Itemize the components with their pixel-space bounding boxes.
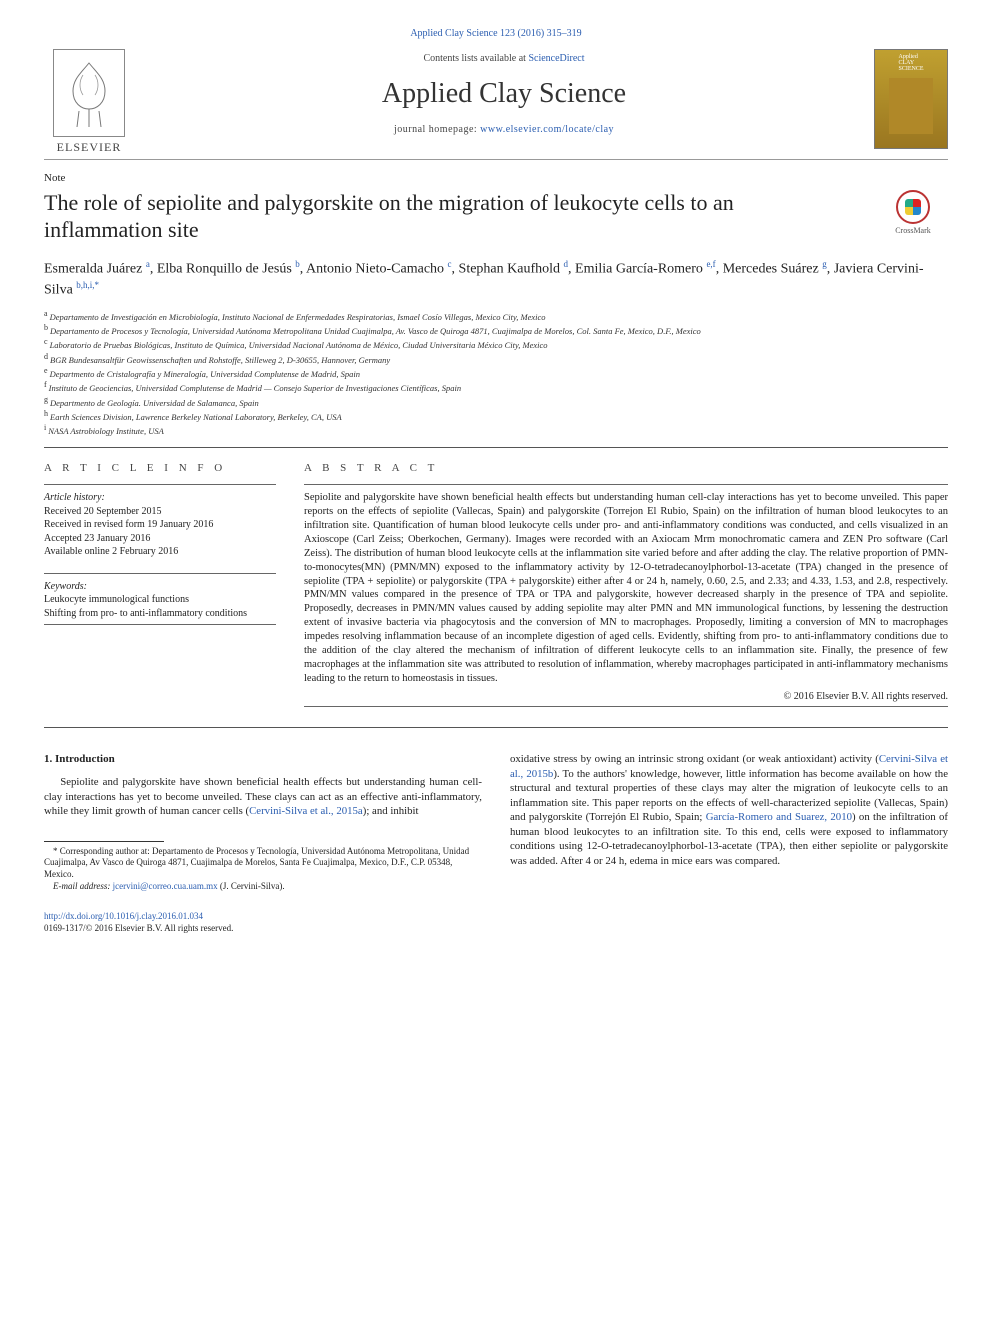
abstract-text: Sepiolite and palygorskite have shown be… — [304, 491, 948, 685]
corresponding-author-footnote: * Corresponding author at: Departamento … — [44, 846, 482, 893]
body-col2-paragraph: oxidative stress by owing an intrinsic s… — [510, 752, 948, 868]
article-body: 1. Introduction Sepiolite and palygorski… — [44, 752, 948, 934]
elsevier-logo: ELSEVIER — [44, 49, 134, 155]
doi-block: http://dx.doi.org/10.1016/j.clay.2016.01… — [44, 910, 482, 934]
affiliation: dBGR Bundesansaltfür Geowissenschaften u… — [44, 352, 948, 366]
citation-link[interactable]: García-Romero and Suarez, 2010 — [706, 811, 852, 823]
journal-header: ELSEVIER Contents lists available at Sci… — [44, 49, 948, 160]
divider — [44, 573, 276, 574]
title-row: The role of sepiolite and palygorskite o… — [44, 184, 948, 244]
section-heading-intro: 1. Introduction — [44, 752, 482, 767]
divider — [304, 484, 948, 485]
divider — [44, 447, 948, 448]
keyword: Shifting from pro- to anti-inflammatory … — [44, 607, 276, 621]
header-citation: Applied Clay Science 123 (2016) 315–319 — [44, 28, 948, 39]
abstract-heading: A B S T R A C T — [304, 462, 948, 474]
corr-email-line: E-mail address: jcervini@correo.cua.uam.… — [44, 881, 482, 893]
doi-link[interactable]: http://dx.doi.org/10.1016/j.clay.2016.01… — [44, 911, 203, 921]
crossmark-label: CrossMark — [895, 226, 931, 235]
journal-homepage-link[interactable]: www.elsevier.com/locate/clay — [480, 124, 614, 135]
article-title: The role of sepiolite and palygorskite o… — [44, 190, 784, 244]
intro-paragraph: Sepiolite and palygorskite have shown be… — [44, 775, 482, 818]
citation-link[interactable]: Cervini-Silva et al., 2015a — [249, 805, 363, 817]
crossmark-icon — [896, 190, 930, 224]
divider — [304, 706, 948, 707]
journal-cover-thumb: AppliedCLAYSCIENCE — [874, 49, 948, 149]
info-abstract-row: A R T I C L E I N F O Article history: R… — [44, 462, 948, 713]
affiliation: aDepartamento de Investigación en Microb… — [44, 309, 948, 323]
affiliation: fInstituto de Geociencias, Universidad C… — [44, 380, 948, 394]
article-history: Article history: Received 20 September 2… — [44, 491, 276, 559]
email-label: E-mail address: — [53, 881, 113, 891]
keyword: Leukocyte immunological functions — [44, 593, 276, 607]
cover-thumb-caption: AppliedCLAYSCIENCE — [898, 54, 923, 72]
keywords-heading: Keywords: — [44, 580, 276, 594]
author-list: Esmeralda Juárez a, Elba Ronquillo de Je… — [44, 258, 948, 301]
corr-author-text: * Corresponding author at: Departamento … — [44, 846, 482, 881]
affiliation: bDepartamento de Procesos y Tecnología, … — [44, 323, 948, 337]
affiliation: gDepartmento de Geología. Universidad de… — [44, 395, 948, 409]
sciencedirect-link[interactable]: ScienceDirect — [528, 53, 584, 64]
corr-email-link[interactable]: jcervini@correo.cua.uam.mx — [113, 881, 218, 891]
crossmark-badge[interactable]: CrossMark — [878, 190, 948, 235]
article-info-heading: A R T I C L E I N F O — [44, 462, 276, 474]
divider — [44, 484, 276, 485]
keywords-block: Keywords: Leukocyte immunological functi… — [44, 580, 276, 621]
divider — [44, 624, 276, 625]
affiliation-list: aDepartamento de Investigación en Microb… — [44, 309, 948, 438]
contents-prefix: Contents lists available at — [423, 53, 528, 64]
journal-title: Applied Clay Science — [144, 78, 864, 110]
email-paren: (J. Cervini-Silva). — [218, 881, 285, 891]
abstract-column: A B S T R A C T Sepiolite and palygorski… — [304, 462, 948, 713]
elsevier-tree-icon — [53, 49, 125, 137]
history-line: Available online 2 February 2016 — [44, 545, 276, 559]
history-heading: Article history: — [44, 491, 276, 505]
journal-homepage-line: journal homepage: www.elsevier.com/locat… — [144, 124, 864, 135]
history-line: Received in revised form 19 January 2016 — [44, 518, 276, 532]
affiliation: eDepartmento de Cristalografía y Mineral… — [44, 366, 948, 380]
body-text: oxidative stress by owing an intrinsic s… — [510, 753, 879, 765]
abstract-copyright: © 2016 Elsevier B.V. All rights reserved… — [304, 691, 948, 702]
cover-thumb-image — [889, 78, 933, 134]
history-line: Received 20 September 2015 — [44, 505, 276, 519]
affiliation: cLaboratorio de Pruebas Biológicas, Inst… — [44, 337, 948, 351]
contents-available-line: Contents lists available at ScienceDirec… — [144, 53, 864, 64]
affiliation: iNASA Astrobiology Institute, USA — [44, 423, 948, 437]
footnote-rule — [44, 841, 164, 842]
article-type-label: Note — [44, 172, 948, 184]
article-info: A R T I C L E I N F O Article history: R… — [44, 462, 276, 713]
header-center: Contents lists available at ScienceDirec… — [134, 49, 874, 135]
divider — [44, 727, 948, 728]
history-line: Accepted 23 January 2016 — [44, 532, 276, 546]
issn-copyright: 0169-1317/© 2016 Elsevier B.V. All right… — [44, 923, 233, 933]
elsevier-wordmark: ELSEVIER — [57, 140, 122, 155]
affiliation: hEarth Sciences Division, Lawrence Berke… — [44, 409, 948, 423]
body-text: ); and inhibit — [363, 805, 419, 817]
homepage-prefix: journal homepage: — [394, 124, 480, 135]
